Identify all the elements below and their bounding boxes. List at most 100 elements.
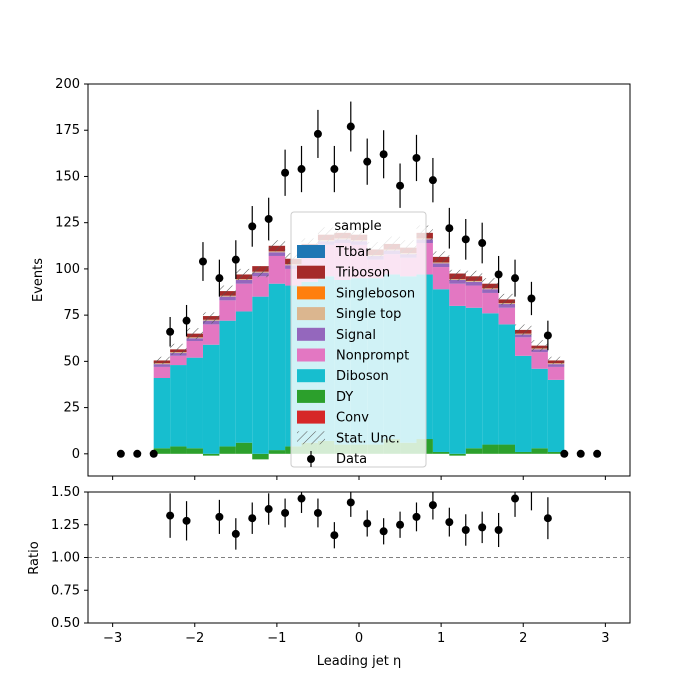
y-tick-label: 200: [55, 77, 80, 92]
bar-dy: [498, 444, 516, 454]
bar-diboson: [235, 311, 253, 443]
stat-unc-bin: [482, 278, 499, 290]
legend-label: Triboson: [335, 266, 390, 281]
data-point: [133, 449, 142, 458]
data-point: [511, 274, 520, 283]
bar-signal: [547, 364, 565, 367]
ratio-point: [511, 494, 520, 503]
bar-signal: [482, 289, 499, 293]
legend-label: Nonprompt: [336, 349, 409, 364]
ratio-panel: 0.50 0.75 1.00 1.25 1.50 −3 −2 −1 0 1 2 3 Ratio Le…: [27, 485, 631, 669]
x-tick-label: 1: [437, 631, 445, 646]
data-point: [281, 168, 290, 177]
legend-label: Signal: [336, 328, 376, 343]
bar-signal: [186, 338, 203, 342]
ratio-y-axis-label: Ratio: [27, 541, 42, 574]
ratio-y-tick-label: 1.25: [51, 518, 80, 533]
ratio-point: [461, 525, 470, 534]
bar-dy: [219, 446, 236, 454]
stat-unc-bin: [531, 340, 548, 352]
bar-dy: [515, 451, 532, 454]
data-point: [248, 222, 257, 231]
data-point: [445, 224, 454, 233]
stat-unc-bin: [432, 251, 450, 263]
bar-diboson: [268, 283, 286, 451]
bar-dy: [153, 448, 171, 454]
y-tick-label: 50: [63, 354, 80, 369]
legend-hatch-swatch: [297, 431, 325, 445]
bar-dy: [465, 448, 483, 454]
data-point: [313, 129, 322, 138]
ratio-y-ticks: 0.50 0.75 1.00 1.25 1.50: [51, 485, 88, 631]
data-point: [576, 449, 585, 458]
stat-unc-bin: [153, 356, 171, 365]
bar-signal: [153, 364, 171, 367]
bar-diboson: [186, 357, 203, 449]
data-point: [330, 165, 339, 174]
stat-unc-bin: [498, 293, 516, 305]
legend-label: Stat. Unc.: [336, 431, 400, 446]
bar-signal: [498, 304, 516, 308]
x-tick-label: 0: [355, 631, 363, 646]
legend-swatch-signal: [297, 327, 325, 341]
bar-diboson: [482, 313, 499, 445]
bar-signal: [268, 252, 286, 256]
bar-signal: [449, 280, 466, 284]
legend-swatch-single-top: [297, 307, 325, 321]
x-tick-label: −1: [267, 631, 286, 646]
ratio-point: [543, 514, 552, 523]
bar-diboson: [170, 365, 187, 447]
ratio-y-tick-label: 1.50: [51, 485, 80, 500]
data-point: [494, 270, 503, 279]
ratio-point: [330, 531, 339, 540]
data-point: [297, 165, 306, 174]
legend-label: Conv: [336, 411, 369, 426]
stat-unc-bin: [268, 240, 286, 252]
y-tick-label: 25: [63, 401, 80, 416]
bar-dy: [186, 448, 203, 454]
legend-label: Single top: [336, 307, 401, 322]
ratio-point: [478, 523, 487, 532]
legend-data-marker: [307, 455, 315, 463]
bar-nonprompt: [252, 276, 269, 297]
y-tick-label: 125: [55, 216, 80, 231]
bar-diboson: [219, 320, 236, 447]
ratio-point: [166, 511, 175, 520]
bar-nonprompt: [170, 355, 187, 366]
bar-nonprompt: [235, 283, 253, 312]
ratio-point: [346, 498, 355, 507]
bar-diboson: [531, 368, 548, 449]
legend-swatch-dy: [297, 389, 325, 403]
main-x-ticks: [112, 476, 606, 480]
bar-signal: [465, 281, 483, 286]
bar-nonprompt: [153, 366, 171, 378]
data-point: [428, 176, 437, 185]
ratio-point: [313, 508, 322, 517]
stat-unc-bin: [170, 343, 187, 355]
data-point: [346, 122, 355, 131]
stat-unc-bin: [547, 356, 565, 365]
ratio-point: [182, 516, 191, 525]
y-tick-label: 100: [55, 262, 80, 277]
data-point: [116, 449, 125, 458]
bar-diboson: [498, 324, 516, 445]
legend-swatch-triboson: [297, 265, 325, 279]
bar-single-top: [432, 262, 450, 264]
ratio-y-tick-label: 0.75: [51, 583, 80, 598]
legend-swatch-conv: [297, 410, 325, 424]
x-tick-label: −3: [103, 631, 122, 646]
bar-dy: [235, 442, 253, 454]
bar-dy: [252, 453, 269, 460]
ratio-point: [281, 508, 290, 517]
bar-dy: [432, 451, 450, 454]
legend-label: Singleboson: [336, 286, 415, 301]
data-point: [560, 449, 569, 458]
x-axis-label: Leading jet η: [317, 654, 402, 669]
bar-nonprompt: [202, 324, 220, 345]
legend-swatch-singleboson: [297, 286, 325, 300]
data-point: [412, 153, 421, 162]
legend-label: Diboson: [336, 369, 389, 384]
data-point: [543, 331, 552, 340]
data-point: [379, 150, 388, 159]
stat-unc-bin: [235, 268, 253, 280]
